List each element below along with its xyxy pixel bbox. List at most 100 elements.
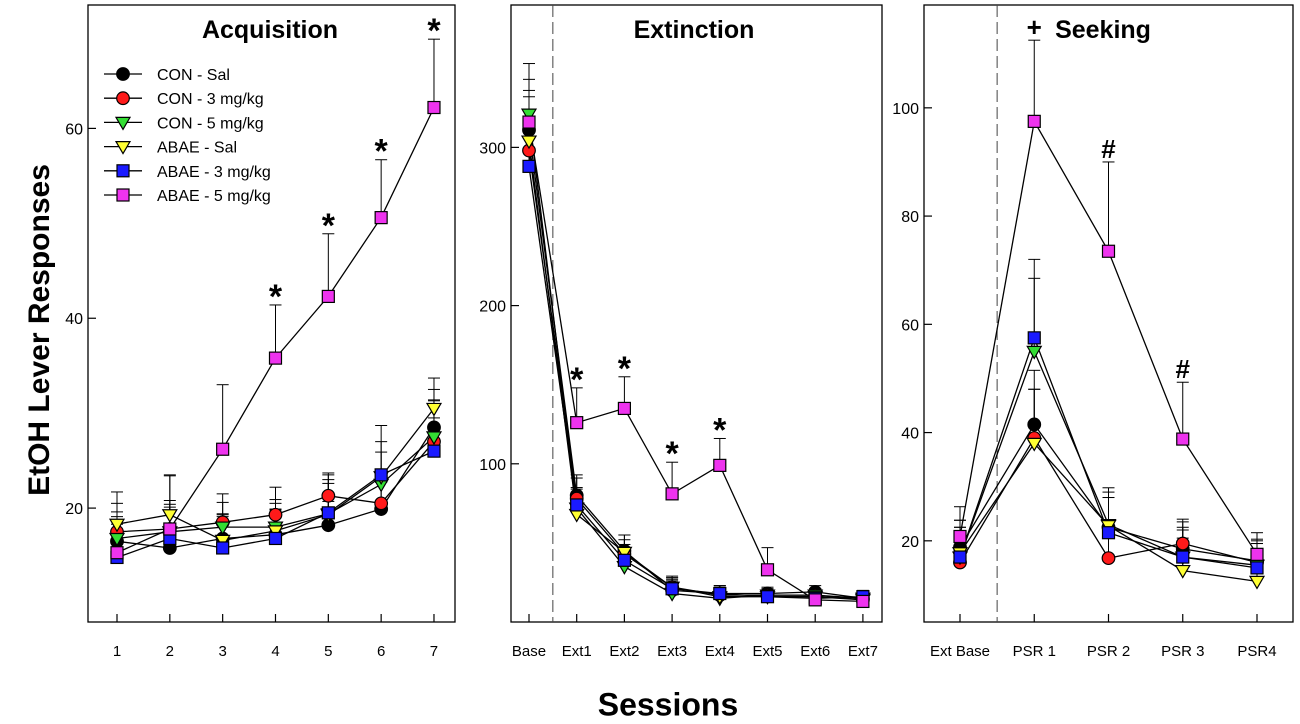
seeking-ytick-label: 20 [901, 534, 919, 551]
legend-label-con-5-mg-kg: CON - 5 mg/kg [157, 115, 264, 132]
extinction-ytick-label: 200 [479, 299, 506, 316]
legend-label-con-3-mg-kg: CON - 3 mg/kg [157, 91, 264, 108]
seeking-point-abae-5-mg-kg [1027, 114, 1041, 128]
acquisition-xtick-label-4: 4 [271, 643, 279, 660]
seeking-point-con-sal [1027, 417, 1042, 432]
extinction-xtick-label-ext6: Ext6 [800, 643, 830, 660]
x-axis-title: Sessions [597, 686, 739, 723]
acquisition-xtick-label-7: 7 [430, 643, 438, 660]
seeking-point-abae-sal [1026, 437, 1043, 452]
extinction-point-abae-3-mg-kg [522, 159, 536, 173]
extinction-significance-mark: * [713, 411, 727, 449]
acquisition-significance-mark: * [322, 207, 336, 245]
seeking-xtick-label-psr-2: PSR 2 [1087, 643, 1130, 660]
seeking-significance-mark: # [1101, 134, 1116, 164]
acquisition-point-abae-5-mg-kg [374, 211, 388, 225]
extinction-significance-mark: * [570, 361, 584, 399]
acquisition-point-abae-sal [161, 509, 178, 523]
seeking-point-abae-5-mg-kg [1101, 244, 1116, 258]
acquisition-ytick-label: 60 [65, 121, 83, 138]
seeking-point-abae-3-mg-kg [1250, 561, 1264, 575]
extinction-point-abae-5-mg-kg [522, 115, 536, 129]
acquisition-point-abae-3-mg-kg [321, 506, 335, 520]
extinction-point-abae-sal [616, 546, 633, 561]
extinction-line-abae-5-mg-kg [528, 121, 863, 603]
acquisition-point-abae-5-mg-kg [110, 546, 124, 560]
extinction-ytick-label: 300 [479, 140, 506, 157]
extinction-xtick-label-ext1: Ext1 [562, 643, 592, 660]
extinction-title: Extinction [634, 16, 755, 44]
extinction-point-abae-5-mg-kg [570, 416, 584, 430]
acquisition-point-con-5-mg-kg [108, 532, 126, 547]
extinction-point-abae-sal [520, 135, 538, 150]
seeking-ytick-label: 100 [892, 101, 919, 118]
extinction-point-abae-3-mg-kg [665, 582, 679, 596]
acquisition-point-con-3-mg-kg [374, 496, 389, 511]
seeking-ytick-label: 60 [901, 317, 919, 334]
seeking-point-abae-3-mg-kg [1027, 331, 1041, 345]
acquisition-point-con-3-mg-kg [268, 507, 283, 522]
extinction-point-abae-3-mg-kg [617, 553, 632, 567]
acquisition-point-con-5-mg-kg [425, 431, 443, 446]
extinction-line-con-5-mg-kg [528, 114, 863, 599]
acquisition-point-abae-5-mg-kg [321, 289, 335, 304]
extinction-point-abae-5-mg-kg [808, 593, 822, 607]
acquisition-xtick-label-3: 3 [218, 643, 226, 660]
seeking-point-abae-3-mg-kg [1101, 526, 1116, 540]
acquisition-ytick-label: 20 [65, 501, 83, 518]
extinction-point-abae-5-mg-kg [665, 487, 679, 501]
extinction-xtick-label-ext7: Ext7 [848, 643, 878, 660]
seeking-point-abae-5-mg-kg [1176, 432, 1190, 446]
panel-extinction: Extinction 100 200 300 Base Ext1 Ext2 Ext3 Ext4 E… [479, 4, 883, 660]
acquisition-point-abae-3-mg-kg [427, 444, 441, 458]
seeking-point-abae-sal [1174, 564, 1191, 579]
seeking-title: Seeking [1055, 16, 1151, 44]
extinction-line-abae-sal [528, 141, 863, 601]
seeking-point-con-5-mg-kg [1026, 345, 1043, 360]
acquisition-point-abae-3-mg-kg [374, 468, 388, 482]
extinction-point-abae-3-mg-kg [760, 590, 775, 604]
seeking-ytick-label: 80 [901, 209, 919, 226]
seeking-significance-mark: # [1176, 354, 1191, 384]
extinction-ytick-label: 100 [479, 457, 506, 474]
extinction-significance-mark: * [618, 350, 632, 388]
seeking-point-abae-sal [1248, 575, 1266, 590]
acquisition-significance-mark: * [269, 278, 283, 316]
legend-label-abae-3-mg-kg: ABAE - 3 mg/kg [157, 164, 271, 181]
seeking-point-abae-5-mg-kg [953, 529, 967, 544]
extinction-line-abae-3-mg-kg [528, 166, 863, 599]
legend-label-con-sal: CON - Sal [157, 67, 230, 84]
acquisition-xtick-label-1: 1 [113, 643, 121, 660]
seeking-xtick-label-psr-3: PSR 3 [1161, 643, 1204, 660]
extinction-frame [510, 4, 883, 623]
extinction-xtick-label-ext2: Ext2 [609, 643, 639, 660]
extinction-point-abae-5-mg-kg [856, 594, 870, 609]
seeking-point-abae-3-mg-kg [1176, 550, 1190, 564]
seeking-ytick-label: 40 [901, 426, 919, 443]
legend-marker-con-sal [116, 67, 130, 81]
extinction-xtick-label-ext3: Ext3 [657, 643, 687, 660]
extinction-point-abae-5-mg-kg [760, 563, 775, 577]
acquisition-point-abae-3-mg-kg [216, 541, 230, 555]
legend-marker-abae-5-mg-kg [116, 188, 130, 202]
extinction-point-abae-5-mg-kg [617, 401, 632, 416]
extinction-point-abae-3-mg-kg [570, 498, 584, 512]
seeking-point-con-3-mg-kg [1101, 551, 1116, 566]
acquisition-xtick-label-5: 5 [324, 643, 332, 660]
extinction-point-con-5-mg-kg [520, 108, 538, 123]
seeking-xtick-label-ext-base: Ext Base [930, 643, 990, 660]
acquisition-xtick-label-6: 6 [377, 643, 385, 660]
acquisition-point-abae-sal [108, 518, 126, 533]
seeking-point-con-3-mg-kg [1175, 536, 1190, 551]
acquisition-title: Acquisition [202, 16, 338, 44]
panel-seeking: Seeking 20 40 60 80 100 Ext Base PSR 1 PSR 2 PSR … [892, 4, 1294, 660]
legend-marker-abae-3-mg-kg [116, 164, 130, 178]
legend-marker-con-5-mg-kg [114, 116, 132, 131]
acquisition-ytick-label: 40 [65, 311, 83, 328]
extinction-xtick-label-ext5: Ext5 [752, 643, 782, 660]
seeking-point-abae-3-mg-kg [953, 550, 967, 564]
acquisition-xtick-label-2: 2 [166, 643, 174, 660]
extinction-significance-mark: * [665, 435, 679, 473]
seeking-xtick-label-psr-1: PSR 1 [1013, 643, 1056, 660]
